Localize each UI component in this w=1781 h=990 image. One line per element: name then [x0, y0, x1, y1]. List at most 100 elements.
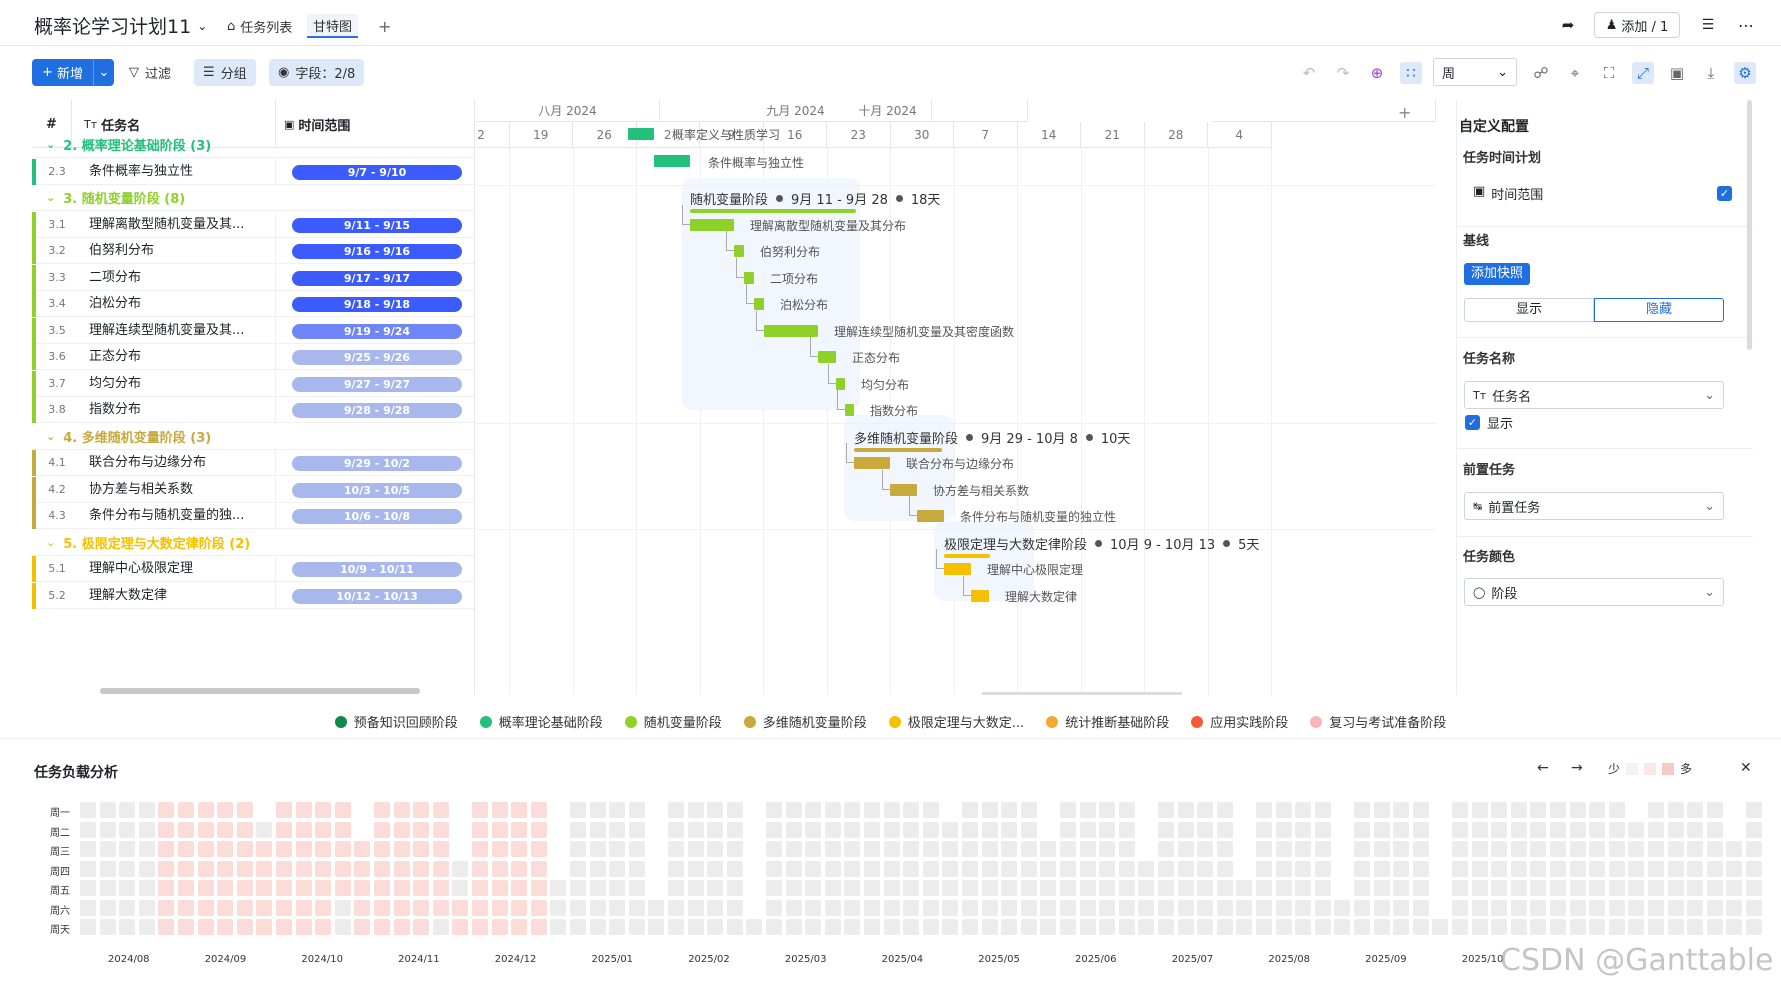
heatmap-cell[interactable]: [1275, 841, 1292, 857]
heatmap-cell[interactable]: [922, 880, 939, 896]
heatmap-cell[interactable]: [472, 841, 488, 857]
heatmap-cell[interactable]: [1354, 860, 1370, 877]
task-name[interactable]: 条件概率与独立性: [89, 163, 194, 179]
heatmap-cell[interactable]: [1746, 860, 1762, 877]
heatmap-cell[interactable]: [138, 802, 155, 818]
heatmap-cell[interactable]: [1393, 802, 1410, 818]
heatmap-cell[interactable]: [197, 860, 214, 877]
heatmap-cell[interactable]: [687, 860, 704, 877]
heatmap-cell[interactable]: [1550, 860, 1566, 877]
heatmap-cell[interactable]: [726, 880, 743, 896]
heatmap-cell[interactable]: [981, 919, 998, 935]
heatmap-cell[interactable]: [1706, 899, 1723, 916]
heatmap-cell[interactable]: [824, 841, 841, 857]
heatmap-cell[interactable]: [1079, 899, 1096, 916]
heatmap-cell[interactable]: [1020, 841, 1037, 857]
heatmap-cell[interactable]: [1648, 880, 1664, 896]
heatmap-cell[interactable]: [1608, 841, 1625, 857]
table-row[interactable]: 3.6 正态分布 9/25 - 9/26: [32, 344, 474, 370]
heatmap-cell[interactable]: [217, 919, 234, 935]
gantt-bar[interactable]: [764, 324, 818, 337]
range-checkbox[interactable]: ✓: [1717, 186, 1732, 201]
heatmap-cell[interactable]: [589, 860, 606, 877]
heatmap-cell[interactable]: [295, 919, 312, 935]
tab-gantt[interactable]: 甘特图: [307, 14, 359, 38]
heatmap-cell[interactable]: [334, 919, 351, 935]
heatmap-cell[interactable]: [687, 841, 704, 857]
heatmap-cell[interactable]: [491, 802, 508, 818]
add-column-icon[interactable]: +: [1398, 103, 1412, 122]
heatmap-cell[interactable]: [1256, 899, 1272, 916]
heatmap-cell[interactable]: [315, 880, 332, 896]
heatmap-cell[interactable]: [1373, 899, 1390, 916]
heatmap-cell[interactable]: [256, 880, 273, 896]
heatmap-cell[interactable]: [1491, 821, 1508, 838]
heatmap-cell[interactable]: [550, 919, 567, 935]
heatmap-cell[interactable]: [138, 860, 155, 877]
heatmap-cell[interactable]: [511, 860, 528, 877]
heatmap-cell[interactable]: [511, 880, 528, 896]
heatmap-cell[interactable]: [1177, 802, 1194, 818]
heatmap-cell[interactable]: [334, 821, 351, 838]
heatmap-cell[interactable]: [1001, 821, 1018, 838]
heatmap-cell[interactable]: [1510, 841, 1527, 857]
heatmap-cell[interactable]: [1373, 880, 1390, 896]
gear-icon[interactable]: ⚙: [1734, 62, 1756, 84]
heatmap-cell[interactable]: [511, 919, 528, 935]
heatmap-cell[interactable]: [1569, 802, 1586, 818]
heatmap-cell[interactable]: [217, 821, 234, 838]
heatmap-cell[interactable]: [99, 880, 116, 896]
heatmap-cell[interactable]: [1256, 880, 1272, 896]
heatmap-cell[interactable]: [315, 860, 332, 877]
heatmap-cell[interactable]: [1060, 841, 1076, 857]
group-row[interactable]: ⌄ 5. 极限定理与大数定律阶段 (2): [32, 530, 474, 556]
heatmap-cell[interactable]: [1452, 880, 1468, 896]
table-row[interactable]: 4.2 协方差与相关系数 10/3 - 10/5: [32, 476, 474, 503]
heatmap-cell[interactable]: [687, 919, 704, 935]
task-name[interactable]: 二项分布: [89, 269, 142, 285]
heatmap-cell[interactable]: [1412, 821, 1429, 838]
task-name-select[interactable]: Tт 任务名 ⌄: [1464, 381, 1724, 409]
heatmap-cell[interactable]: [1236, 919, 1253, 935]
table-row[interactable]: 3.7 均匀分布 9/27 - 9/27: [32, 370, 474, 397]
heatmap-cell[interactable]: [1628, 821, 1645, 838]
heatmap-cell[interactable]: [922, 821, 939, 838]
baseline-hide-toggle[interactable]: 隐藏: [1594, 298, 1724, 322]
heatmap-cell[interactable]: [609, 860, 626, 877]
table-row[interactable]: 5.1 理解中心极限定理 10/9 - 10/11: [32, 556, 474, 582]
gantt-bar[interactable]: [754, 298, 764, 310]
task-name[interactable]: 理解中心极限定理: [89, 561, 194, 576]
heatmap-cell[interactable]: [1471, 860, 1488, 877]
heatmap-cell[interactable]: [1197, 880, 1214, 896]
heatmap-cell[interactable]: [1491, 802, 1508, 818]
heatmap-cell[interactable]: [883, 821, 900, 838]
heatmap-cell[interactable]: [530, 860, 547, 877]
heatmap-cell[interactable]: [1275, 899, 1292, 916]
heatmap-cell[interactable]: [432, 821, 449, 838]
heatmap-cell[interactable]: [197, 802, 214, 818]
heatmap-cell[interactable]: [824, 802, 841, 818]
heatmap-cell[interactable]: [687, 802, 704, 818]
heatmap-cell[interactable]: [1648, 821, 1664, 838]
heatmap-cell[interactable]: [432, 802, 449, 818]
heatmap-cell[interactable]: [1667, 880, 1684, 896]
heatmap-cell[interactable]: [785, 841, 802, 857]
heatmap-cell[interactable]: [1726, 841, 1743, 857]
heatmap-cell[interactable]: [1216, 821, 1233, 838]
heatmap-cell[interactable]: [903, 821, 920, 838]
heatmap-cell[interactable]: [178, 821, 194, 838]
heatmap-cell[interactable]: [707, 821, 724, 838]
heatmap-cell[interactable]: [1530, 919, 1547, 935]
heatmap-cell[interactable]: [1020, 821, 1037, 838]
heatmap-cell[interactable]: [1589, 841, 1606, 857]
heatmap-cell[interactable]: [236, 860, 253, 877]
heatmap-cell[interactable]: [1001, 841, 1018, 857]
heatmap-cell[interactable]: [511, 802, 528, 818]
gantt-bar[interactable]: [854, 457, 890, 469]
heatmap-cell[interactable]: [1471, 919, 1488, 935]
heatmap-cell[interactable]: [1177, 821, 1194, 838]
heatmap-cell[interactable]: [864, 802, 880, 818]
heatmap-cell[interactable]: [472, 880, 488, 896]
heatmap-cell[interactable]: [1177, 919, 1194, 935]
date-range-pill[interactable]: 9/18 - 9/18: [292, 297, 462, 312]
